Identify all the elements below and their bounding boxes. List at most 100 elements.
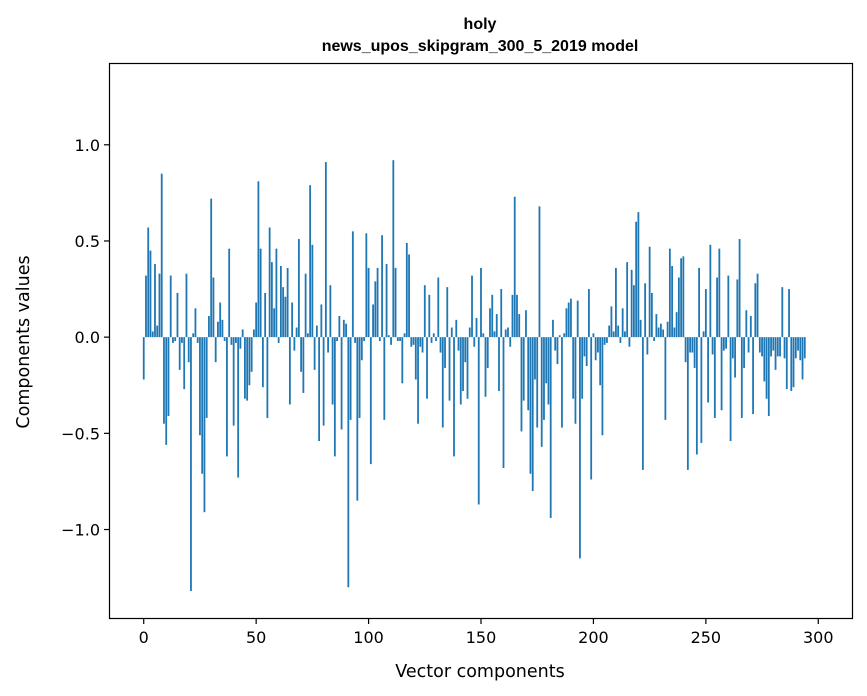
bar — [637, 212, 640, 338]
bar — [241, 329, 244, 338]
bar — [650, 292, 653, 338]
bar — [617, 325, 620, 338]
bar — [286, 267, 289, 338]
bar — [338, 315, 341, 338]
bar — [619, 337, 622, 343]
bar — [525, 310, 527, 338]
bar — [369, 337, 372, 465]
bar — [700, 337, 703, 443]
bar — [230, 337, 233, 345]
bar — [666, 321, 669, 338]
bar — [327, 337, 329, 353]
bar — [594, 337, 597, 361]
bar — [378, 337, 381, 341]
bar — [210, 198, 213, 338]
bar — [333, 337, 336, 457]
bar — [511, 294, 514, 338]
bar — [414, 337, 417, 380]
bar — [167, 337, 170, 417]
bar — [471, 275, 473, 338]
bar — [711, 337, 714, 355]
bar — [561, 337, 563, 428]
bar — [574, 337, 577, 424]
bar — [529, 337, 532, 474]
bar — [484, 337, 487, 397]
bar — [579, 337, 581, 559]
bar — [698, 267, 700, 338]
bar — [163, 337, 165, 424]
bar — [785, 337, 788, 390]
bar — [686, 337, 689, 470]
y-axis-label: Components values — [14, 255, 34, 428]
bar — [590, 337, 593, 480]
bar — [214, 337, 217, 363]
bar — [639, 319, 642, 338]
bar — [543, 337, 545, 420]
bar — [457, 337, 460, 351]
bar — [498, 337, 500, 392]
y-tick-label: 1.0 — [75, 136, 100, 155]
bar — [495, 314, 498, 338]
bar — [570, 298, 572, 338]
bar — [493, 331, 496, 338]
bar — [513, 196, 516, 338]
bar — [142, 337, 145, 380]
bar — [790, 337, 793, 392]
x-tick-label: 100 — [353, 628, 384, 647]
y-tick-label: −0.5 — [61, 424, 100, 443]
bar — [257, 181, 260, 338]
bar — [518, 314, 521, 338]
bar — [520, 337, 523, 432]
bar — [767, 337, 770, 417]
bar — [606, 337, 608, 343]
bar — [453, 337, 455, 457]
bar — [716, 277, 718, 338]
bar — [183, 337, 186, 390]
bar — [774, 337, 777, 370]
bar — [145, 275, 147, 338]
x-tick-label: 200 — [578, 628, 609, 647]
x-tick-label: 150 — [466, 628, 497, 647]
bar — [176, 292, 179, 338]
bar — [219, 302, 222, 338]
bar — [302, 337, 305, 393]
bar — [156, 325, 159, 338]
bar — [734, 337, 736, 378]
bar — [169, 275, 172, 338]
bar — [597, 337, 599, 353]
bar — [765, 337, 768, 399]
bar — [232, 337, 235, 426]
bar — [576, 300, 579, 338]
bar — [743, 337, 745, 368]
bar — [282, 287, 285, 338]
bar — [509, 337, 512, 347]
bar — [752, 337, 754, 415]
bar — [253, 329, 255, 338]
bar — [704, 289, 707, 338]
bar — [758, 337, 761, 353]
bar — [441, 337, 444, 428]
bar — [450, 327, 453, 338]
x-tick-label: 300 — [803, 628, 834, 647]
bar — [540, 337, 543, 447]
bar — [399, 337, 401, 341]
bar — [192, 333, 195, 338]
bar — [702, 331, 705, 338]
bar — [228, 248, 231, 338]
bar — [336, 337, 338, 341]
bar — [194, 308, 197, 338]
bar — [549, 337, 552, 518]
bar — [462, 337, 464, 392]
bar — [567, 302, 570, 338]
bar — [396, 337, 399, 341]
bar — [527, 337, 530, 411]
bar — [659, 323, 662, 338]
bar — [401, 337, 404, 384]
bar — [489, 308, 491, 338]
chart-subtitle: news_upos_skipgram_300_5_2019 model — [322, 38, 639, 55]
bar — [237, 337, 240, 478]
bar — [295, 327, 298, 338]
bar — [794, 337, 797, 359]
bar — [340, 337, 343, 430]
bar — [270, 262, 273, 338]
